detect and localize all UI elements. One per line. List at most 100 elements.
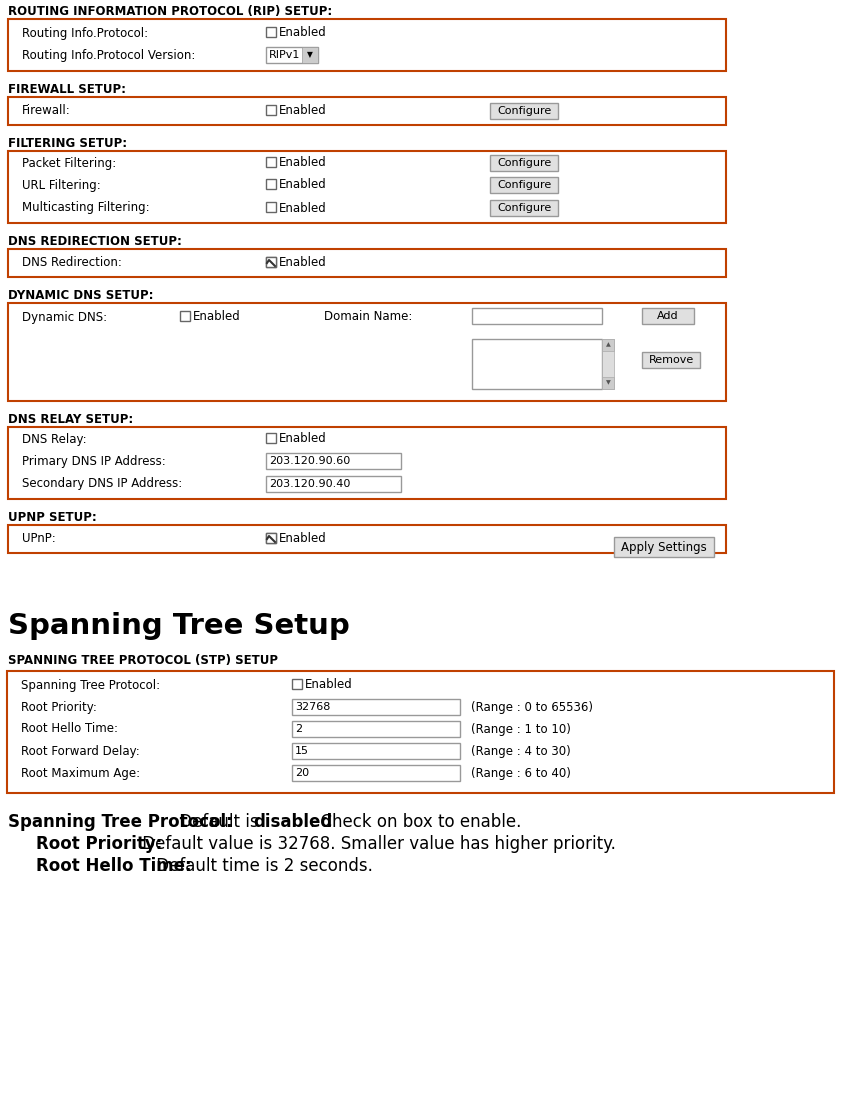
Text: Default value is 32768. Smaller value has higher priority.: Default value is 32768. Smaller value ha…: [137, 835, 616, 853]
Bar: [490, 103, 558, 119]
Bar: [602, 377, 614, 389]
Bar: [266, 533, 276, 543]
Bar: [292, 721, 460, 737]
Text: Root Maximum Age:: Root Maximum Age:: [21, 766, 140, 779]
Text: Enabled: Enabled: [279, 202, 327, 214]
Text: UPnP:: UPnP:: [22, 533, 56, 545]
Bar: [266, 433, 276, 443]
Text: Enabled: Enabled: [279, 105, 327, 117]
Text: DNS Redirection:: DNS Redirection:: [22, 256, 122, 270]
Text: ▼: ▼: [307, 50, 313, 59]
Text: Routing Info.Protocol Version:: Routing Info.Protocol Version:: [22, 48, 196, 61]
Text: Dynamic DNS:: Dynamic DNS:: [22, 310, 107, 323]
Text: Enabled: Enabled: [193, 310, 241, 323]
Text: Enabled: Enabled: [305, 679, 353, 691]
Text: 203.120.90.40: 203.120.90.40: [269, 479, 351, 489]
Text: Routing Info.Protocol:: Routing Info.Protocol:: [22, 27, 148, 39]
Text: Root Priority:: Root Priority:: [36, 835, 162, 853]
Text: Default is: Default is: [174, 813, 263, 831]
Bar: [266, 533, 276, 543]
Text: 15: 15: [295, 746, 309, 756]
Text: Spanning Tree Protocol:: Spanning Tree Protocol:: [21, 679, 160, 691]
Bar: [642, 352, 700, 368]
Text: Apply Settings: Apply Settings: [621, 541, 707, 553]
Text: Spanning Tree Protocol:: Spanning Tree Protocol:: [8, 813, 233, 831]
Text: . Check on box to enable.: . Check on box to enable.: [310, 813, 522, 831]
Text: (Range : 6 to 40): (Range : 6 to 40): [471, 766, 571, 779]
Text: Root Forward Delay:: Root Forward Delay:: [21, 745, 139, 757]
Text: (Range : 4 to 30): (Range : 4 to 30): [471, 745, 571, 757]
Bar: [266, 476, 401, 492]
Bar: [490, 155, 558, 171]
Text: DNS REDIRECTION SETUP:: DNS REDIRECTION SETUP:: [8, 235, 182, 248]
Text: Primary DNS IP Address:: Primary DNS IP Address:: [22, 455, 166, 467]
Bar: [302, 47, 318, 64]
Text: (Range : 1 to 10): (Range : 1 to 10): [471, 723, 571, 736]
Bar: [266, 180, 276, 190]
Text: ▼: ▼: [605, 380, 610, 386]
Text: Enabled: Enabled: [279, 178, 327, 192]
Bar: [8, 303, 726, 401]
Bar: [602, 339, 614, 389]
Text: Secondary DNS IP Address:: Secondary DNS IP Address:: [22, 477, 182, 491]
Text: FILTERING SETUP:: FILTERING SETUP:: [8, 137, 127, 151]
Text: (Range : 0 to 65536): (Range : 0 to 65536): [471, 700, 593, 714]
Bar: [8, 525, 726, 553]
Bar: [490, 177, 558, 193]
Bar: [266, 47, 318, 64]
Text: Enabled: Enabled: [279, 27, 327, 39]
Text: Add: Add: [657, 311, 679, 321]
Bar: [602, 339, 614, 351]
Text: Remove: Remove: [648, 355, 693, 365]
Text: Configure: Configure: [497, 180, 551, 190]
Text: DYNAMIC DNS SETUP:: DYNAMIC DNS SETUP:: [8, 289, 154, 302]
Text: Spanning Tree Setup: Spanning Tree Setup: [8, 612, 350, 640]
Text: Enabled: Enabled: [279, 433, 327, 446]
Bar: [472, 339, 602, 389]
Bar: [180, 311, 190, 321]
Bar: [266, 157, 276, 167]
Text: ROUTING INFORMATION PROTOCOL (RIP) SETUP:: ROUTING INFORMATION PROTOCOL (RIP) SETUP…: [8, 4, 333, 18]
Text: disabled: disabled: [253, 813, 332, 831]
Text: Configure: Configure: [497, 106, 551, 116]
Bar: [266, 202, 276, 212]
Bar: [266, 453, 401, 469]
Text: DNS Relay:: DNS Relay:: [22, 433, 86, 446]
Bar: [292, 743, 460, 759]
Bar: [292, 679, 302, 689]
Bar: [266, 105, 276, 115]
Text: RIPv1: RIPv1: [269, 50, 300, 60]
Bar: [266, 256, 276, 266]
Text: SPANNING TREE PROTOCOL (STP) SETUP: SPANNING TREE PROTOCOL (STP) SETUP: [8, 655, 278, 667]
Text: Domain Name:: Domain Name:: [324, 310, 412, 323]
Text: Enabled: Enabled: [279, 156, 327, 169]
Bar: [292, 765, 460, 780]
Text: 2: 2: [295, 724, 302, 734]
Bar: [642, 308, 694, 324]
Bar: [614, 537, 714, 558]
Text: Packet Filtering:: Packet Filtering:: [22, 156, 116, 169]
Bar: [8, 151, 726, 223]
Text: DNS RELAY SETUP:: DNS RELAY SETUP:: [8, 413, 133, 426]
Bar: [266, 27, 276, 37]
Bar: [472, 308, 602, 324]
Text: UPNP SETUP:: UPNP SETUP:: [8, 511, 97, 524]
Text: Root Priority:: Root Priority:: [21, 700, 97, 714]
Text: Enabled: Enabled: [279, 256, 327, 270]
Text: ▲: ▲: [605, 342, 610, 348]
Text: Enabled: Enabled: [279, 533, 327, 545]
Bar: [8, 249, 726, 277]
Bar: [8, 427, 726, 500]
Text: 20: 20: [295, 768, 310, 778]
Text: FIREWALL SETUP:: FIREWALL SETUP:: [8, 83, 126, 96]
Text: 203.120.90.60: 203.120.90.60: [269, 456, 351, 466]
Bar: [8, 97, 726, 125]
Bar: [490, 200, 558, 216]
Text: Configure: Configure: [497, 158, 551, 168]
Bar: [7, 671, 834, 793]
Text: Root Hello Time:: Root Hello Time:: [36, 857, 192, 875]
Text: URL Filtering:: URL Filtering:: [22, 178, 101, 192]
Text: Multicasting Filtering:: Multicasting Filtering:: [22, 202, 150, 214]
Text: Root Hello Time:: Root Hello Time:: [21, 723, 118, 736]
Text: Default time is 2 seconds.: Default time is 2 seconds.: [151, 857, 373, 875]
